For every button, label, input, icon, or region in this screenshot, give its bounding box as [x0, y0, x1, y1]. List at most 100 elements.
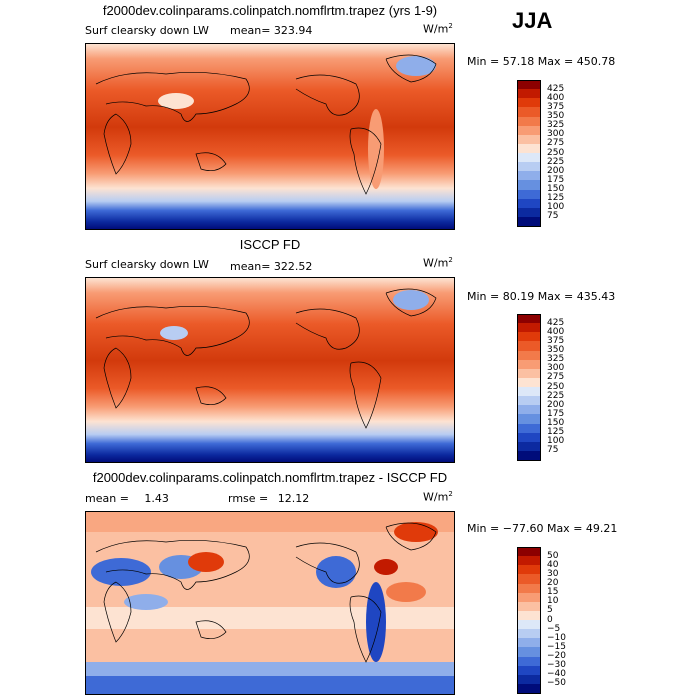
colorbar-tick-label: 225	[547, 156, 565, 167]
colorbar-tick-label: 300	[547, 363, 565, 374]
panel-1-min-value: 57.18	[502, 55, 535, 68]
colorbar-swatch	[517, 574, 541, 584]
colorbar-tick-label: −5	[547, 623, 561, 634]
panel-1-units-exp: 2	[448, 22, 453, 30]
colorbar-swatch	[517, 610, 541, 621]
colorbar-swatch	[517, 683, 541, 694]
panel-3-minmax: Min = −77.60 Max = 49.21	[467, 522, 617, 535]
colorbar-tick-label: 225	[547, 390, 565, 401]
panel-3-min-label: Min =	[467, 522, 500, 535]
panel-2-minmax: Min = 80.19 Max = 435.43	[467, 290, 615, 303]
colorbar-tick-label: 150	[547, 184, 565, 194]
panel-1-mean: mean= 323.94	[230, 24, 312, 37]
colorbar-tick-label: 400	[547, 326, 565, 337]
colorbar-swatch	[517, 332, 541, 342]
colorbar-tick-label: 100	[547, 436, 565, 447]
colorbar-tick-label: 350	[547, 345, 565, 355]
colorbar-tick-label: 175	[547, 174, 565, 185]
colorbar-swatch	[517, 423, 541, 434]
panel-2-colorbar: 425 400 375 350 325 300 275 250 225 200 175 150 125 1…	[517, 314, 597, 461]
colorbar-tick-label: 375	[547, 101, 565, 112]
colorbar-tick-label: 250	[547, 147, 565, 158]
colorbar-swatch	[517, 377, 541, 388]
colorbar-swatch	[517, 629, 541, 639]
panel-2-units: W/m2	[423, 256, 453, 270]
colorbar-tick-label: 30	[547, 568, 559, 579]
panel-1-tibet-low	[158, 93, 194, 109]
panel-1-mean-value: 323.94	[273, 24, 313, 37]
colorbar-tick-label: 250	[547, 381, 565, 392]
panel-2-field	[86, 278, 454, 462]
colorbar-swatch	[517, 450, 541, 461]
panel-1-max-value: 450.78	[576, 55, 616, 68]
panel-3-units-exp: 2	[448, 490, 453, 498]
panel-3-max-value: 49.21	[585, 522, 618, 535]
panel-1-colorbar: 425 400 375 350 325 300 275 250 225 200 175 150 125 1…	[517, 80, 597, 227]
colorbar-swatch	[517, 350, 541, 361]
panel-1-field-label: Surf clearsky down LW	[85, 24, 209, 37]
colorbar-tick-label: 325	[547, 120, 565, 131]
panel-3-map-svg	[86, 512, 454, 694]
colorbar-swatch	[517, 107, 541, 117]
panel-2-map	[85, 277, 455, 463]
colorbar-swatch	[517, 665, 541, 676]
colorbar-tick-label: 425	[547, 317, 565, 328]
colorbar-tick-label: 125	[547, 193, 565, 204]
colorbar-tick-label: 175	[547, 408, 565, 419]
colorbar-tick-label: 100	[547, 202, 565, 213]
colorbar-swatch	[517, 323, 541, 333]
colorbar-tick-label: 350	[547, 111, 565, 121]
colorbar-swatch	[517, 674, 541, 685]
colorbar-swatch	[517, 153, 541, 163]
colorbar-tick-label: 275	[547, 138, 565, 149]
panel-3-title: f2000dev.colinparams.colinpatch.nomflrtm…	[92, 470, 448, 485]
colorbar-tick-label: −20	[547, 651, 566, 661]
panel-2-max-value: 435.43	[576, 290, 616, 303]
colorbar-swatch	[517, 368, 541, 379]
panel-1-minmax: Min = 57.18 Max = 450.78	[467, 55, 615, 68]
colorbar-swatch	[517, 216, 541, 227]
colorbar-tick-label: 425	[547, 83, 565, 94]
colorbar-swatch	[517, 656, 541, 667]
colorbar-tick-label: 20	[547, 578, 559, 588]
colorbar-swatch	[517, 441, 541, 452]
colorbar-tick-label: −40	[547, 669, 566, 680]
colorbar-tick-label: 40	[547, 559, 559, 570]
panel-2-units-exp: 2	[448, 256, 453, 264]
panel-2-mean-value: 322.52	[273, 260, 313, 273]
colorbar-swatch	[517, 359, 541, 370]
colorbar-tick-label: 10	[547, 596, 559, 607]
panel-1-map-svg	[86, 44, 454, 229]
panel-1-units-base: W/m	[423, 22, 449, 36]
colorbar-tick-label: 300	[547, 129, 565, 140]
colorbar-tick-label: 0	[547, 614, 553, 625]
colorbar-tick-label: 375	[547, 335, 565, 346]
colorbar-swatch	[517, 143, 541, 154]
colorbar-swatch	[517, 601, 541, 612]
panel-3-coastlines	[95, 522, 437, 663]
colorbar-swatch	[517, 620, 541, 630]
panel-3-rmse-label: rmse =	[228, 492, 269, 505]
panel-2-title: ISCCP FD	[239, 237, 301, 252]
colorbar-swatch	[517, 125, 541, 136]
panel-3-mean-label: mean =	[85, 492, 129, 505]
panel-3-min-value: −77.60	[502, 522, 544, 535]
colorbar-swatch	[517, 592, 541, 603]
colorbar-swatch	[517, 638, 541, 648]
panel-1-mean-label: mean=	[230, 24, 271, 37]
colorbar-tick-label: 325	[547, 354, 565, 365]
panel-1-greenland-low	[396, 56, 436, 76]
colorbar-tick-label: 5	[547, 605, 553, 616]
panel-2-coastlines	[95, 288, 437, 429]
colorbar-tick-label: 15	[547, 587, 559, 598]
colorbar-tick-label: 200	[547, 399, 565, 410]
panel-1-field	[86, 44, 454, 229]
colorbar-swatch	[517, 583, 541, 594]
panel-1-min-label: Min =	[467, 55, 500, 68]
colorbar-swatch	[517, 207, 541, 218]
panel-3-rmse: rmse = 12.12	[228, 492, 309, 505]
panel-2-map-svg	[86, 278, 454, 462]
season-label: JJA	[512, 8, 553, 33]
colorbar-tick-label: 75	[547, 445, 559, 456]
colorbar-swatch	[517, 80, 541, 90]
